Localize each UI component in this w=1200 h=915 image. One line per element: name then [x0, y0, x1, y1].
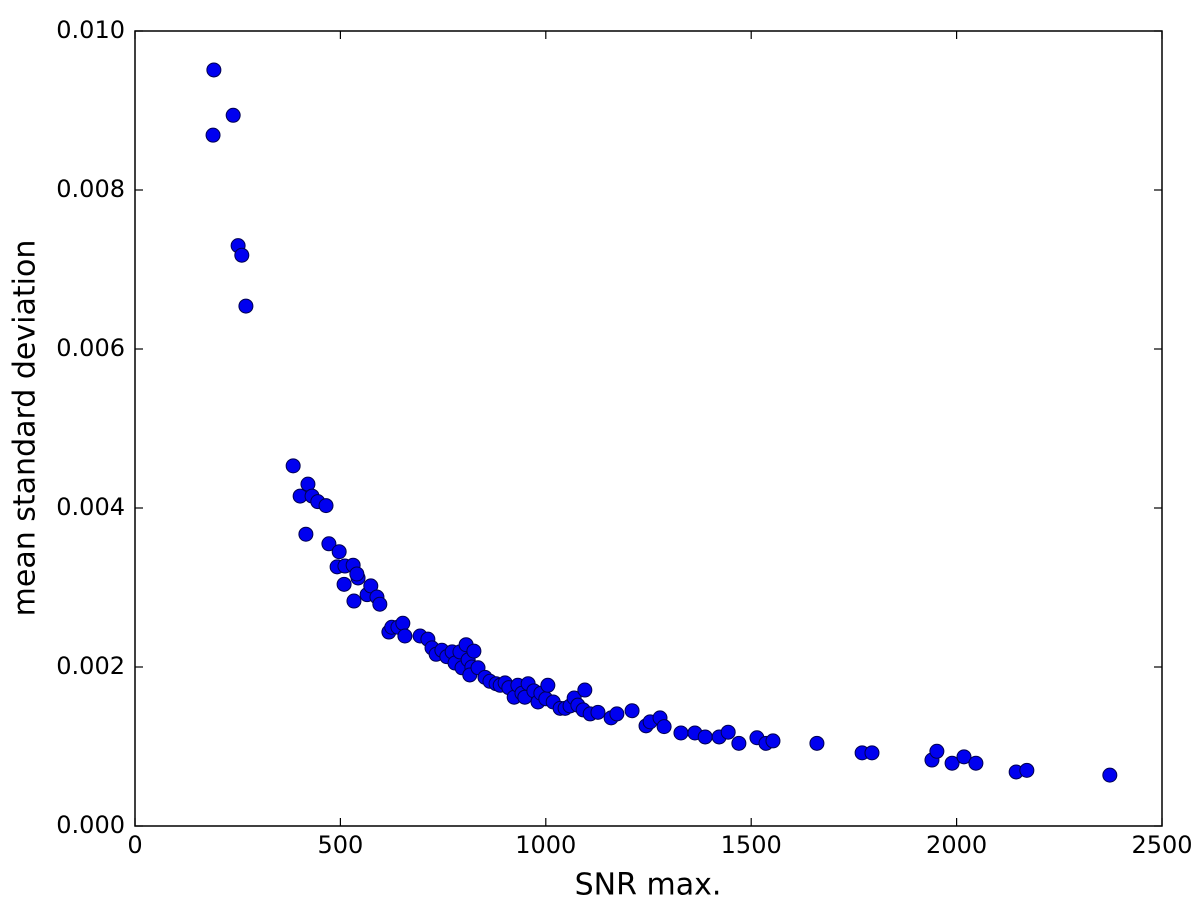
y-axis-label: mean standard deviation: [8, 240, 43, 617]
x-axis-label: SNR max.: [575, 868, 722, 903]
point: [624, 703, 640, 719]
point: [697, 729, 713, 745]
point: [929, 743, 945, 759]
point: [720, 724, 736, 740]
point: [205, 127, 221, 143]
point: [609, 706, 625, 722]
point: [331, 544, 347, 560]
point: [238, 298, 254, 314]
point: [944, 755, 960, 771]
x-tick-label: 0: [127, 831, 142, 859]
x-tick-label: 1500: [721, 831, 782, 859]
point: [318, 498, 334, 514]
point: [397, 628, 413, 644]
point: [298, 526, 314, 542]
point: [656, 719, 672, 735]
x-tick-label: 2500: [1131, 831, 1192, 859]
y-tick-label: 0.006: [56, 334, 125, 362]
point: [466, 643, 482, 659]
point: [372, 596, 388, 612]
plot-frame: [134, 30, 1163, 827]
point: [321, 536, 337, 552]
x-tick-label: 500: [317, 831, 363, 859]
point: [765, 733, 781, 749]
point: [1102, 767, 1118, 783]
point: [540, 677, 556, 693]
y-tick-label: 0.002: [56, 652, 125, 680]
point: [395, 615, 411, 631]
point: [577, 682, 593, 698]
y-tick-label: 0.000: [56, 811, 125, 839]
point: [673, 725, 689, 741]
point: [731, 735, 747, 751]
point: [864, 745, 880, 761]
x-tick-label: 1000: [515, 831, 576, 859]
y-tick-label: 0.004: [56, 493, 125, 521]
point: [1019, 762, 1035, 778]
point: [234, 247, 250, 263]
y-tick-label: 0.008: [56, 175, 125, 203]
point: [336, 576, 352, 592]
point: [968, 755, 984, 771]
point: [285, 458, 301, 474]
point: [225, 107, 241, 123]
point: [349, 566, 365, 582]
point: [346, 593, 362, 609]
y-tick-label: 0.010: [56, 16, 125, 44]
point: [590, 704, 606, 720]
point: [956, 749, 972, 765]
point: [206, 62, 222, 78]
x-tick-label: 2000: [926, 831, 987, 859]
point: [809, 735, 825, 751]
